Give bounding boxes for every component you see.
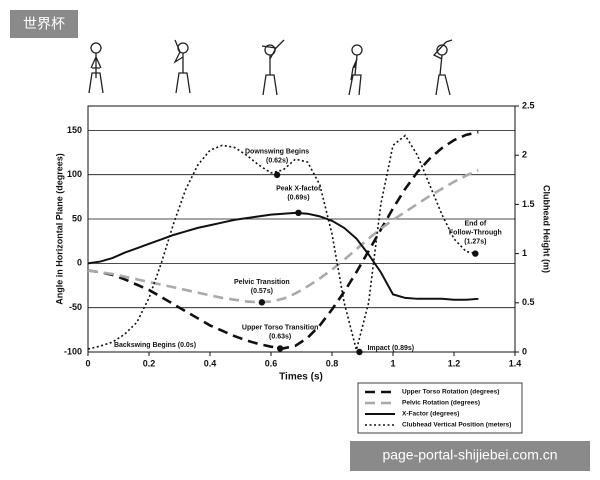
annotation-marker bbox=[273, 171, 281, 179]
annotation-text: End of bbox=[464, 220, 486, 227]
legend-label: Pelvic Rotation (degrees) bbox=[402, 400, 480, 407]
golfer-figures bbox=[88, 39, 453, 96]
annotation-text: (0.63s) bbox=[269, 333, 291, 340]
series-line bbox=[87, 211, 479, 301]
annotation-text: (0.62s) bbox=[266, 158, 288, 165]
y2-tick-label: 0.5 bbox=[522, 297, 535, 307]
series-line bbox=[87, 134, 479, 354]
y2-tick-label: 1.5 bbox=[522, 199, 535, 209]
y-tick-label: -50 bbox=[69, 302, 82, 312]
x-tick-label: 0.2 bbox=[143, 358, 156, 368]
legend-label: Clubhead Vertical Position (meters) bbox=[402, 422, 511, 429]
x-axis-label: Times (s) bbox=[279, 372, 323, 383]
y-tick-label: 100 bbox=[67, 169, 82, 179]
badge: 世界杯 bbox=[23, 16, 65, 32]
annotation-text: Peak X-factor bbox=[276, 186, 321, 193]
annotation-text: Follow-Through bbox=[449, 229, 502, 236]
annotation-marker bbox=[276, 345, 284, 352]
annotation-text: Downswing Begins bbox=[245, 149, 309, 156]
x-tick-label: 0.4 bbox=[204, 358, 217, 368]
y2-tick-label: 2 bbox=[522, 150, 527, 160]
legend-label: X-Factor (degrees) bbox=[402, 411, 459, 418]
x-tick-label: 0.6 bbox=[265, 358, 278, 368]
x-tick-label: 0.8 bbox=[326, 358, 339, 368]
watermark: page-portal-shijiebei.com.cn bbox=[382, 447, 557, 463]
watermark-bg bbox=[350, 441, 590, 471]
badge-bg bbox=[10, 10, 78, 38]
y2-tick-label: 0 bbox=[522, 346, 527, 356]
annotation-text: Pelvic Transition bbox=[234, 279, 290, 286]
x-tick-label: 1 bbox=[390, 358, 395, 368]
annotation-marker bbox=[258, 299, 266, 306]
annotation-text: Impact (0.89s) bbox=[367, 345, 414, 352]
y-tick-label: 150 bbox=[67, 125, 82, 135]
x-tick-label: 0 bbox=[85, 358, 90, 368]
annotation-marker bbox=[472, 250, 479, 257]
legend-label: Upper Torso Rotation (degrees) bbox=[402, 389, 499, 396]
y-tick-label: -100 bbox=[64, 346, 82, 356]
annotation-text: Upper Torso Transition bbox=[242, 324, 319, 331]
y-axis-label: Angle in Horizontal Plane (degrees) bbox=[54, 153, 64, 305]
annotation-marker bbox=[356, 348, 363, 356]
y-tick-label: 0 bbox=[77, 258, 82, 268]
annotation-text: Backswing Begins (0.0s) bbox=[114, 342, 196, 349]
annotation-text: (1.27s) bbox=[464, 238, 486, 245]
annotation-text: (0.57s) bbox=[251, 288, 273, 295]
y2-tick-label: 1 bbox=[522, 248, 527, 258]
y2-axis-label: Clubhead Height (m) bbox=[542, 185, 552, 273]
y2-tick-label: 2.5 bbox=[522, 100, 535, 110]
annotation-text: (0.69s) bbox=[287, 195, 309, 202]
x-tick-label: 1.4 bbox=[509, 358, 522, 368]
y-tick-label: 50 bbox=[72, 213, 82, 223]
series-line bbox=[87, 169, 479, 304]
annotation-marker bbox=[295, 209, 302, 217]
x-tick-label: 1.2 bbox=[448, 358, 461, 368]
